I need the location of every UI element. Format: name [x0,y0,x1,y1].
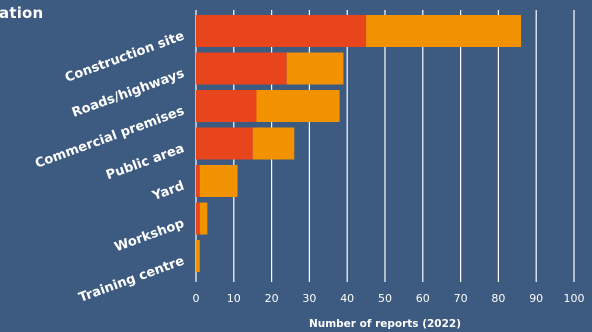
category-label-training-centre: Training centre [77,254,187,306]
x-tick-label-90: 90 [529,292,543,305]
bar-yard-segment-1 [196,165,200,197]
bar-construction-site-segment-2 [366,15,522,47]
x-tick-label-20: 20 [265,292,279,305]
bar-commercial-premises-segment-2 [256,90,340,122]
category-label-yard: Yard [150,179,187,205]
category-label-public-area: Public area [104,141,186,183]
x-tick-label-100: 100 [564,292,585,305]
x-tick-label-10: 10 [227,292,241,305]
bar-training-centre-segment-2 [196,240,200,272]
bar-commercial-premises-segment-1 [196,90,257,122]
category-label-workshop: Workshop [113,216,187,255]
bar-public-area-segment-2 [252,127,295,160]
x-axis-title: Number of reports (2022) [309,318,461,330]
category-labels: Construction siteRoads/highwaysCommercia… [33,29,186,306]
x-tick-label-30: 30 [302,292,316,305]
chart-title: ation [0,4,44,22]
x-tick-label-40: 40 [340,292,354,305]
bar-workshop-segment-2 [199,202,208,235]
x-tick-label-70: 70 [454,292,468,305]
x-tick-label-0: 0 [193,292,200,305]
x-tick-labels: 0 10 20 30 40 50 60 70 80 90 100 [193,292,585,305]
x-tick-label-60: 60 [416,292,430,305]
bar-construction-site-segment-1 [196,15,367,47]
bar-roads-highways-segment-1 [196,52,287,85]
bar-roads-highways-segment-2 [286,52,344,85]
x-tick-label-80: 80 [491,292,505,305]
bar-public-area-segment-1 [196,127,253,160]
bars [196,15,522,272]
bar-workshop-segment-1 [196,202,200,235]
x-tick-label-50: 50 [378,292,392,305]
bar-yard-segment-2 [199,165,238,197]
